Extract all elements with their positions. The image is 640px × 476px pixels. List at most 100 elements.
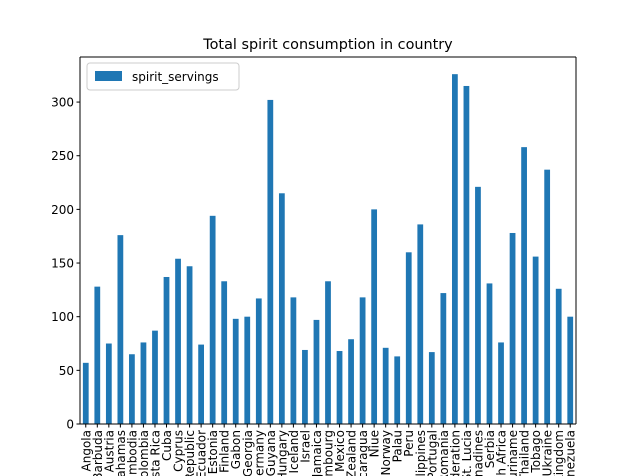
bar [440, 293, 447, 424]
bar [405, 252, 412, 424]
y-tick-label: 300 [51, 96, 74, 110]
x-tick-label: Philippines [414, 430, 428, 476]
x-tick-label: St. Lucia [460, 430, 474, 476]
x-tick-label: Mexico [333, 430, 347, 472]
x-tick-label: Jamaica [310, 430, 324, 476]
x-tick-label: Thailand [518, 430, 532, 476]
bar [371, 209, 378, 424]
y-tick-label: 100 [51, 310, 74, 324]
x-tick-label: Bahamas [114, 430, 128, 476]
x-tick-label: Angola [79, 430, 93, 471]
bar [509, 232, 516, 424]
bar [278, 193, 285, 424]
x-tick-label: Colombia [137, 430, 151, 476]
x-tick-label: Hungary [275, 430, 289, 476]
bar [302, 349, 308, 424]
y-tick-label: 200 [51, 203, 74, 217]
x-tick-label: Trinidad & Tobago [529, 430, 543, 476]
bar [428, 352, 435, 424]
bar [521, 147, 527, 424]
y-tick-label: 150 [51, 257, 74, 271]
x-tick-label: Guyana [264, 430, 278, 476]
x-tick-label: Venezuela [564, 430, 578, 476]
chart-title: Total spirit consumption in country [202, 37, 453, 53]
x-tick-label: Iceland [287, 430, 301, 473]
bar [232, 318, 239, 424]
bar [336, 351, 343, 424]
axes-frame [79, 56, 577, 425]
bar [348, 339, 354, 424]
bar [198, 344, 204, 424]
bar [129, 354, 135, 424]
bar [290, 297, 297, 424]
bar [255, 298, 262, 424]
x-tick-label: Austria [102, 430, 116, 472]
bar [244, 316, 251, 424]
legend-swatch [95, 71, 122, 81]
x-tick-label: Portugal [425, 430, 439, 476]
x-tick-label: Cambodia [125, 430, 139, 476]
plot-area: 0 50 100 150 200 250 300 AngolaAntigua & Barbud… [51, 74, 578, 476]
y-tick-label: 250 [51, 149, 74, 163]
x-tick-label: Antigua & Barbuda [91, 430, 105, 476]
x-tick-label: Russian Federation [448, 430, 462, 476]
x-tick-label: Serbia [483, 430, 497, 468]
bar [163, 276, 170, 424]
x-tick-label: Estonia [206, 430, 220, 474]
bar [105, 343, 112, 424]
x-tick-label: Niue [368, 430, 382, 457]
x-tick-label: Israel [298, 430, 312, 463]
bar [555, 288, 562, 424]
bar [475, 186, 481, 424]
x-tick-label: Cyprus [172, 430, 186, 472]
legend-box [86, 62, 240, 91]
x-tick-label: Cuba [160, 430, 174, 461]
bar [544, 169, 551, 424]
x-tick-label: Finland [218, 430, 232, 473]
x-tick-label: Nicaragua [356, 430, 370, 476]
x-tick-label: United Kingdom [552, 430, 566, 476]
x-tick-label: Luxembourg [322, 430, 336, 476]
x-tick-label: Czech Republic [183, 430, 197, 476]
bar [209, 215, 216, 424]
bar [152, 330, 158, 424]
bar [359, 297, 366, 424]
bar [452, 74, 458, 425]
bar [394, 356, 401, 424]
bar [382, 347, 389, 424]
legend-label: spirit_servings [132, 70, 219, 84]
bar [140, 342, 147, 424]
x-tick-label: Romania [437, 430, 451, 476]
bar [221, 281, 228, 424]
legend: spirit_servings [86, 62, 240, 91]
bar [417, 224, 424, 424]
bar [267, 99, 274, 424]
x-tick-label: St. Vincent & the Grenadines [471, 430, 485, 476]
x-tick-label: Germany [252, 430, 266, 476]
bar [567, 316, 574, 424]
x-tick-label: Costa Rica [148, 430, 162, 476]
x-tick-label: Gabon [229, 430, 243, 469]
y-tick-label: 0 [66, 418, 74, 432]
bar [463, 85, 470, 424]
bar [94, 286, 101, 424]
bar [325, 281, 331, 424]
x-tick-label: Peru [402, 430, 416, 457]
x-tick-label: South Africa [495, 430, 509, 476]
x-tick-label: Suriname [506, 430, 520, 476]
bar [532, 256, 539, 424]
bar [117, 235, 124, 424]
x-tick-label: Ecuador [195, 430, 209, 476]
x-tick-label: Georgia [241, 430, 255, 476]
bar [313, 319, 320, 424]
x-tick-label: Palau [391, 430, 405, 462]
x-tick-label: Ukraine [541, 430, 555, 476]
y-tick-label: 50 [59, 364, 74, 378]
x-tick-label: New Zealand [345, 430, 359, 476]
x-tick-label: Norway [379, 430, 393, 476]
bar [175, 258, 181, 424]
bar [186, 266, 193, 424]
bar [486, 283, 493, 424]
